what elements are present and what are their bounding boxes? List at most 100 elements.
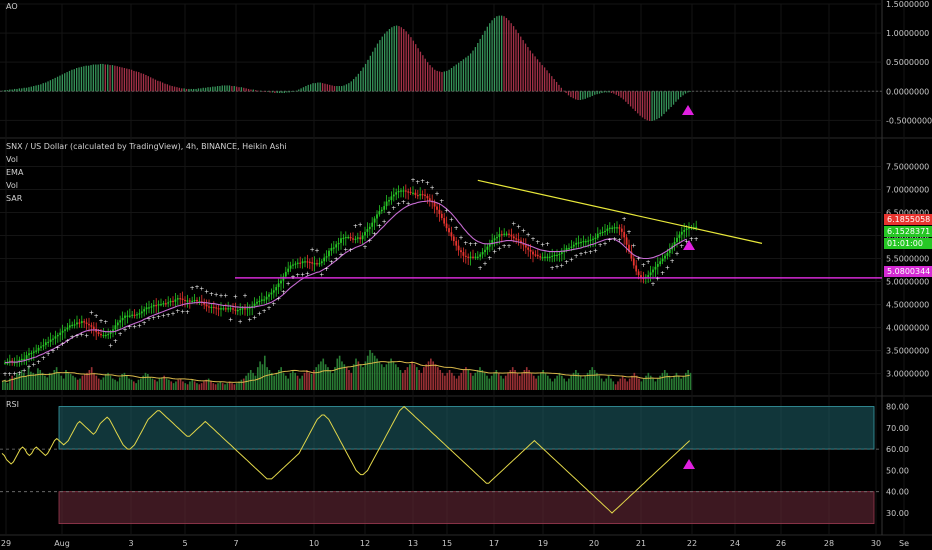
candle-body [368,226,371,230]
ao-bar [114,65,116,92]
candle-body [323,257,326,262]
ao-bar [259,90,262,92]
candle-body [292,264,294,266]
sar-dot: + [252,314,257,321]
volume-bar [254,375,257,390]
volume-bar [582,378,584,390]
volume-bar [652,378,654,390]
candle-body [661,258,664,262]
volume-bar [111,378,114,390]
ao-bar [30,86,32,92]
ao-bar [123,68,126,92]
ao-bar [267,91,269,92]
volume-bar [546,375,549,390]
sar-dot: + [439,198,444,205]
candle-body [73,324,76,326]
sar-dot: + [415,179,420,186]
volume-bar [619,378,622,390]
ao-bar [252,89,255,92]
sar-dot: + [204,289,209,296]
candle-body [664,255,666,259]
date-tick-label: 10 [309,539,319,548]
ao-bar [684,91,687,94]
volume-bar [504,375,507,390]
sar-dot: + [146,316,151,323]
ao-bar [37,84,40,92]
ao-bar [386,31,388,92]
volume-bar [476,370,479,390]
candle-body [464,255,467,257]
volume-bar [331,372,334,390]
sar-dot: + [233,294,238,301]
volume-bar [256,367,259,390]
sar-dot: + [12,371,17,378]
volume-bar [107,372,109,390]
ao-bar [350,81,352,92]
candle-body [560,252,563,254]
candle-body [251,305,254,308]
volume-bar [217,383,219,390]
indicator-sar: SAR [6,194,23,203]
sar-dot: + [151,315,156,322]
sar-dot: + [492,249,497,256]
sar-dot: + [545,241,550,248]
volume-bar [67,372,70,390]
candle-body [616,227,618,229]
date-tick-label: 15 [442,539,452,548]
ao-bar [546,70,548,92]
volume-bar [58,372,60,390]
ao-bar [622,91,625,100]
sar-dot: + [137,323,142,330]
volume-bar [633,372,636,390]
ao-bar [479,38,481,92]
ao-bar [245,88,247,92]
price-tick-label: 3.5000000 [886,347,929,356]
candle-body [539,256,542,258]
candle-body [402,190,405,192]
volume-bar [423,367,425,390]
sar-dot: + [482,261,487,268]
volume-bar [177,379,180,390]
sar-dot: + [612,236,617,243]
sar-dot: + [502,243,507,250]
volume-bar [240,379,243,390]
candle-body [59,332,62,335]
ao-bar [76,68,78,92]
volume-bar [605,378,608,390]
volume-bar [554,378,556,390]
sar-dot: + [70,334,75,341]
candle-body [85,322,88,324]
candle-body [592,238,594,240]
candle-body [11,360,14,363]
volume-bar [39,370,42,390]
ao-bar [56,76,59,92]
ao-bar [147,76,149,92]
volume-bar [362,367,364,390]
indicator-vol-2: Vol [6,181,18,190]
ao-bar [18,88,21,92]
candle-body [325,256,328,258]
volume-bar [544,372,547,390]
ao-bar [107,64,109,92]
ao-bar [293,91,295,92]
ao-bar [329,84,331,92]
candle-body [280,280,282,284]
volume-bar [44,375,46,390]
sar-dot: + [362,244,367,251]
candle-body [232,308,234,310]
volume-bar [317,364,320,390]
ao-tick-label: 0.5000000 [886,58,929,67]
sar-dot: + [530,236,535,243]
sar-dot: + [41,355,46,362]
candle-body [224,308,227,310]
candle-body [493,238,496,241]
volume-bar [299,378,301,390]
sar-dot: + [218,292,223,299]
volume-bar [439,370,442,390]
ao-bar [570,91,572,98]
volume-bar [359,364,362,390]
ao-bar [40,84,42,92]
candle-body [481,252,484,255]
sar-dot: + [631,243,636,250]
volume-bar [617,381,619,390]
